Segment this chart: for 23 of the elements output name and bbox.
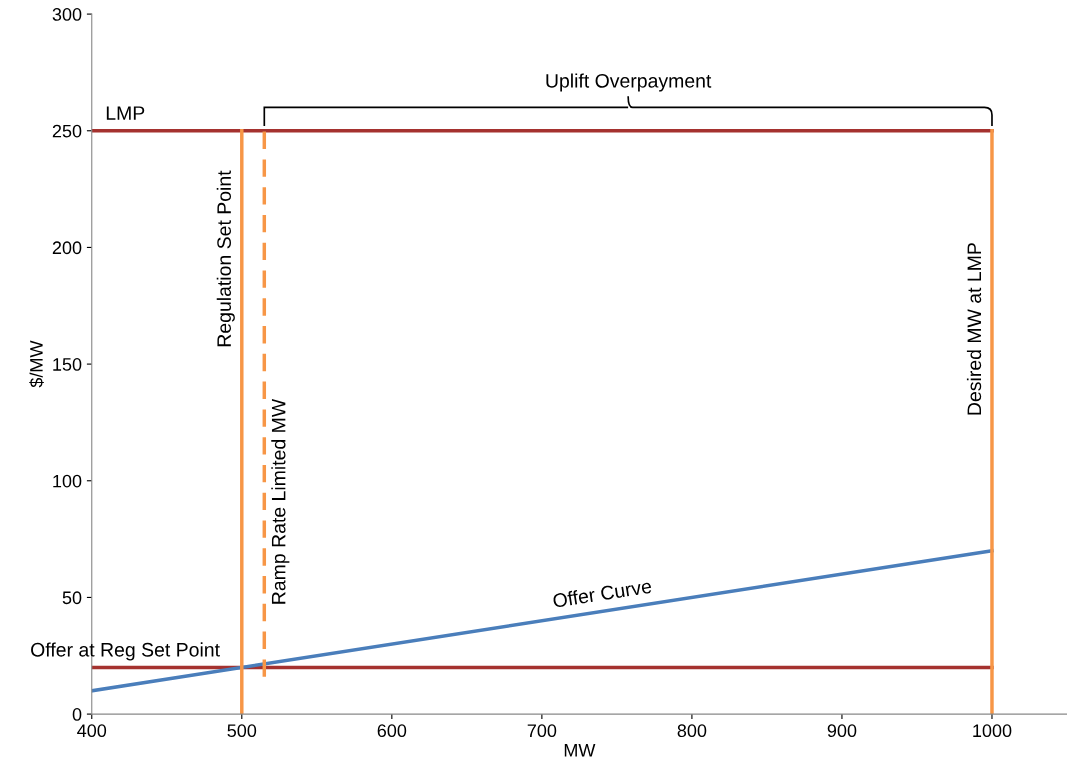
y-tick-label: 150: [53, 358, 82, 371]
y-axis-title: $/MW: [29, 340, 44, 388]
x-tick-label: 500: [227, 724, 257, 738]
y-tick-label: 250: [52, 124, 82, 138]
x-axis-title: MW: [564, 744, 596, 757]
y-tick-label: 50: [62, 591, 82, 605]
y-tick-label: 300: [52, 8, 82, 21]
x-tick-label: 800: [677, 724, 707, 738]
y-tick-label: 0: [72, 708, 82, 721]
text: Regulation Set Point: [216, 170, 235, 347]
y-tick-label: 200: [52, 241, 82, 255]
x-tick-label: 600: [377, 724, 407, 738]
annotation: Uplift Overpayment: [546, 73, 712, 92]
series-label: LMP: [106, 106, 145, 120]
x-tick-label: 700: [527, 724, 557, 738]
series-label: Offer at Reg Set Point: [31, 642, 220, 661]
y-tick-label: 100: [53, 474, 82, 488]
text: Ramp Rate Limited MW: [271, 398, 290, 604]
text: Desired MW at LMP: [966, 243, 982, 415]
text: Offer Curve: [552, 578, 652, 608]
x-tick-label: 1000: [973, 724, 1012, 738]
x-tick-label: 400: [77, 724, 107, 738]
x-tick-label: 900: [827, 724, 857, 738]
